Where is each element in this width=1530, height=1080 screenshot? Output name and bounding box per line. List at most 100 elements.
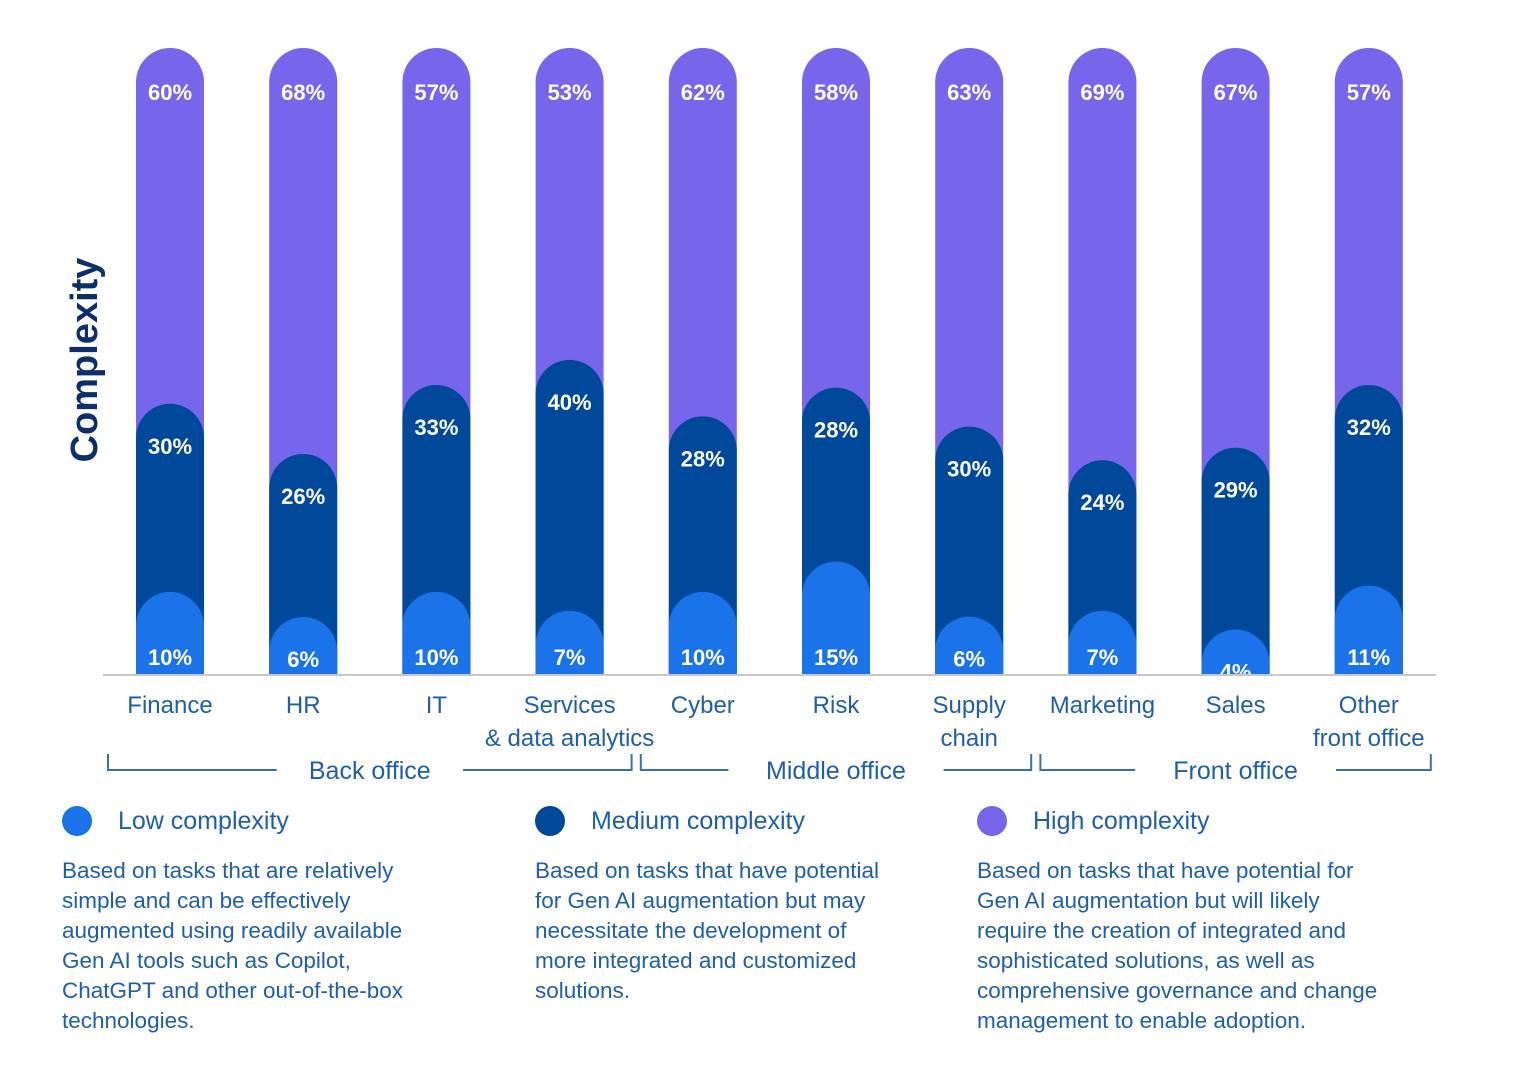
bar-group-hr: 68% 26% 6% (269, 47, 338, 675)
label-medium-other-front-office: 32% (1347, 415, 1391, 440)
label-high-it: 57% (414, 80, 458, 105)
group-bracket-middle-office: Middle office (639, 754, 1033, 785)
legend-medium-label: Medium complexity (591, 806, 805, 835)
bar-low-other-front-office (1334, 585, 1403, 675)
desc-line: management to enable adoption. (977, 1008, 1306, 1033)
bracket-left-back-office (107, 754, 277, 771)
label-low-it: 10% (414, 645, 458, 670)
bar-low-cyber (668, 591, 737, 675)
desc-line: Based on tasks that have potential (535, 858, 879, 883)
label-medium-finance: 30% (148, 434, 192, 459)
desc-line: simple and can be effectively (62, 888, 351, 913)
x-tick-label-other-front-office: Other (1339, 692, 1399, 719)
desc-line: more integrated and customized (535, 948, 857, 973)
bar-low-finance (136, 591, 204, 675)
bracket-right-middle-office (943, 754, 1033, 771)
x-tick-label-other-front-office: front office (1313, 725, 1425, 752)
x-tick-label-services-and-data-analytics: & data analytics (485, 725, 654, 752)
bar-low-risk (802, 561, 870, 675)
desc-line: comprehensive governance and change (977, 978, 1378, 1003)
bar-group-supply-chain: 63% 30% 6% (935, 47, 1004, 675)
bar-medium-hr (269, 453, 338, 675)
bar-group-risk: 58% 28% 15% (802, 48, 870, 675)
bar-low-supply-chain (935, 616, 1004, 675)
legend-low-swatch (62, 806, 92, 836)
legend-high: High complexity Based on tasks that have… (977, 800, 1477, 1036)
label-medium-marketing: 24% (1080, 490, 1124, 515)
group-brackets: Back office Middle office Front office (107, 754, 1432, 785)
x-tick-label-hr: HR (286, 692, 321, 719)
label-high-cyber: 62% (681, 80, 725, 105)
legend-low: Low complexity Based on tasks that are r… (62, 800, 482, 1036)
desc-line: Based on tasks that are relatively (62, 858, 394, 883)
label-high-marketing: 69% (1080, 80, 1124, 105)
bar-group-other-front-office: 57% 32% 11% (1334, 47, 1403, 675)
category-labels: Finance HR IT Services & data analytics Cyber… (127, 692, 1424, 752)
desc-line: Based on tasks that have potential for (977, 858, 1354, 883)
x-tick-label-cyber: Cyber (671, 692, 735, 719)
desc-line: ChatGPT and other out-of-the-box (62, 978, 404, 1003)
label-low-risk: 15% (814, 645, 858, 670)
bar-low-services-and-data-analytics (535, 610, 604, 675)
group-bracket-back-office: Back office (107, 754, 633, 785)
legend-low-description: Based on tasks that are relatively simpl… (62, 856, 482, 1036)
bracket-left-middle-office (639, 754, 729, 771)
bar-group-cyber: 62% 28% 10% (668, 47, 737, 675)
group-label-middle-office: Middle office (766, 757, 906, 785)
group-label-back-office: Back office (309, 757, 431, 785)
label-medium-hr: 26% (281, 484, 325, 509)
desc-line: Gen AI tools such as Copilot, (62, 948, 351, 973)
legend-high-description: Based on tasks that have potential for G… (977, 856, 1477, 1036)
desc-line: technologies. (62, 1008, 195, 1033)
label-low-cyber: 10% (681, 645, 725, 670)
desc-line: solutions. (535, 978, 631, 1003)
bar-medium-services-and-data-analytics (535, 359, 604, 675)
group-bracket-front-office: Front office (1039, 754, 1432, 785)
label-low-supply-chain: 6% (953, 647, 985, 672)
group-label-front-office: Front office (1173, 757, 1298, 785)
bar-group-sales: 67% 29% 4% (1201, 47, 1270, 685)
label-high-sales: 67% (1214, 80, 1258, 105)
label-low-finance: 10% (148, 645, 192, 670)
bracket-right-front-office (1336, 754, 1432, 771)
desc-line: necessitate the development of (535, 918, 847, 943)
desc-line: for Gen AI augmentation but may (535, 888, 866, 913)
desc-line: Gen AI augmentation but will likely (977, 888, 1320, 913)
desc-line: require the creation of integrated and (977, 918, 1346, 943)
label-low-services-and-data-analytics: 7% (554, 645, 586, 670)
x-tick-label-services-and-data-analytics: Services (524, 692, 616, 719)
label-low-marketing: 7% (1087, 645, 1119, 670)
legend-high-swatch (977, 806, 1007, 836)
label-high-risk: 58% (814, 80, 858, 105)
label-high-hr: 68% (281, 80, 325, 105)
bar-group-marketing: 69% 24% 7% (1068, 47, 1137, 675)
bar-medium-sales (1201, 447, 1270, 675)
bar-medium-supply-chain (935, 426, 1004, 675)
label-medium-services-and-data-analytics: 40% (548, 390, 592, 415)
label-high-supply-chain: 63% (947, 80, 991, 105)
bar-group-services-and-data-analytics: 53% 40% 7% (535, 47, 604, 675)
y-axis-title: Complexity (64, 258, 106, 463)
label-high-services-and-data-analytics: 53% (548, 80, 592, 105)
x-tick-label-it: IT (426, 692, 448, 719)
label-high-finance: 60% (148, 80, 192, 105)
bar-group-it: 57% 33% 10% (402, 47, 471, 675)
desc-line: sophisticated solutions, as well as (977, 948, 1315, 973)
bar-low-sales (1201, 629, 1270, 675)
bar-low-it (402, 591, 471, 675)
desc-line: augmented using readily available (62, 918, 403, 943)
stacked-bar-chart: Complexity 60% 30% 10% 68% 26% 6% 57% 33% 10% 53%… (64, 47, 1436, 785)
label-low-hr: 6% (287, 647, 319, 672)
legend-medium-swatch (535, 806, 565, 836)
x-tick-label-supply-chain: Supply (933, 692, 1006, 719)
legend-low-label: Low complexity (118, 806, 289, 835)
label-medium-risk: 28% (814, 418, 858, 443)
bracket-right-back-office (463, 754, 633, 771)
x-tick-label-finance: Finance (127, 692, 212, 719)
bar-group-finance: 60% 30% 10% (136, 48, 204, 675)
x-tick-label-sales: Sales (1206, 692, 1266, 719)
x-tick-label-risk: Risk (813, 692, 861, 719)
bar-low-marketing (1068, 610, 1137, 675)
bracket-left-front-office (1039, 754, 1136, 771)
bar-low-hr (269, 616, 338, 675)
